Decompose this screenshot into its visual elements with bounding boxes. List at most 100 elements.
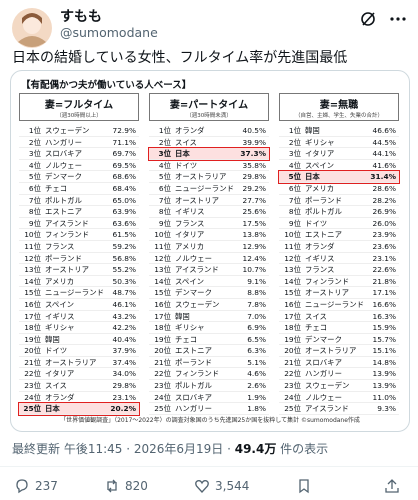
country: アメリカ [175,241,205,251]
table-row: 4位 ドイツ 35.8% [149,160,269,172]
rank: 20位 [24,346,41,356]
country: チェコ [305,323,328,333]
table-row: 6位 アメリカ 28.6% [279,183,399,195]
rank: 12位 [284,253,301,263]
country: 韓国 [305,126,320,135]
rank: 17位 [24,311,41,321]
rank: 19位 [284,334,301,344]
value: 15.9% [372,323,396,333]
author-name[interactable]: すもも [60,9,102,25]
country: スペイン [305,160,335,170]
rank: 7位 [288,195,301,205]
repost-button[interactable]: 820 [104,478,148,494]
reply-button[interactable]: 237 [14,478,58,494]
rank: 15位 [24,288,41,298]
rank: 9位 [288,218,301,228]
like-button[interactable]: 3,544 [194,478,249,494]
value: 11.0% [372,392,396,402]
country: デンマーク [175,288,212,298]
value: 26.9% [372,207,396,217]
table-subtitle: （週30時間未満） [186,113,232,119]
rank: 21位 [154,357,171,367]
rank: 23位 [24,381,41,391]
table-row: 20位 エストニア 6.3% [149,345,269,357]
table-row: 13位 アイスランド 10.7% [149,264,269,276]
value: 37.4% [112,357,136,367]
value: 9.1% [247,276,266,286]
value: 23.9% [372,230,396,240]
table-row: 5位 オーストラリア 29.8% [149,171,269,183]
country: アイスランド [175,265,219,275]
rank: 7位 [28,195,41,205]
rank: 25位 [284,404,301,414]
value: 29.8% [242,172,266,182]
bookmark-button[interactable] [296,478,312,494]
rank: 4位 [28,160,41,170]
value: 28.6% [372,183,396,193]
country: イギリス [45,311,75,321]
rank: 12位 [154,253,171,263]
table-header: 妻=フルタイム （週30時間以上） [19,93,139,121]
author-handle[interactable]: @sumomodane [60,25,158,40]
rank: 22位 [284,369,301,379]
table-row: 10位 フィンランド 61.5% [19,229,139,241]
table-row: 9位 アイスランド 63.6% [19,218,139,230]
country: オーストリア [305,288,349,298]
country: ポーランド [305,195,342,205]
table-title: 妻=無職 [319,100,359,111]
country: 日本 [305,172,320,182]
value: 31.4% [370,172,396,182]
table-row: 11位 アメリカ 12.9% [149,241,269,253]
country: エストニア [175,346,212,356]
country: 日本 [175,149,190,159]
rank: 5位 [158,172,171,182]
tweet-image[interactable]: 【有配偶かつ夫が働いている人ベース】 妻=フルタイム （週30時間以上） 1位 スウェ… [10,70,410,432]
rank: 16位 [284,299,301,309]
country: ギリシャ [175,323,205,333]
share-button[interactable] [384,478,400,494]
table-row: 10位 イタリア 13.8% [149,229,269,241]
table-row: 22位 フィンランド 4.6% [149,368,269,381]
table-row: 14位 フィンランド 21.8% [279,276,399,288]
value: 6.3% [247,346,266,356]
image-source: 「世界価値観調査」（2017〜2022年）の調査対象国のうち先進国25か国を抜粋… [60,417,360,424]
value: 9.3% [377,404,396,414]
value: 61.5% [112,230,136,240]
rank: 4位 [288,160,301,170]
rank: 14位 [24,276,41,286]
avatar[interactable] [12,8,52,48]
value: 69.7% [112,149,136,159]
country: フィンランド [45,230,90,240]
rank: 3位 [158,149,171,159]
repost-count: 820 [125,479,148,493]
country: ニュージーランド [175,183,234,193]
rank: 2位 [288,137,301,147]
country: イタリア [305,149,335,159]
value: 17.1% [372,288,396,298]
country: アメリカ [305,183,335,193]
value: 20.2% [110,404,136,414]
country: ポルトガル [45,195,82,205]
table-row: 9位 ドイツ 26.0% [279,218,399,230]
value: 40.5% [242,126,266,135]
rank: 24位 [24,392,41,402]
table-row: 21位 スロバキア 14.8% [279,357,399,369]
header-icons[interactable] [360,10,408,28]
table-row: 22位 ハンガリー 13.9% [279,368,399,381]
value: 43.2% [112,311,136,321]
table-title: 妻=フルタイム [44,100,114,111]
value: 50.3% [112,276,136,286]
value: 13.8% [242,230,266,240]
country: チェコ [175,334,198,344]
rank: 12位 [24,253,41,263]
table-row: 23位 ポルトガル 2.6% [149,380,269,392]
table-row: 5位 デンマーク 68.6% [19,171,139,183]
table-row: 7位 ポルトガル 65.0% [19,195,139,207]
rank: 16位 [24,299,41,309]
table-header: 妻=パートタイム （週30時間未満） [149,93,269,121]
value: 17.5% [242,218,266,228]
table-row: 25位 日本 20.2% [18,402,140,416]
country: デンマーク [305,334,342,344]
country: オランダ [175,126,205,135]
value: 40.4% [112,334,136,344]
